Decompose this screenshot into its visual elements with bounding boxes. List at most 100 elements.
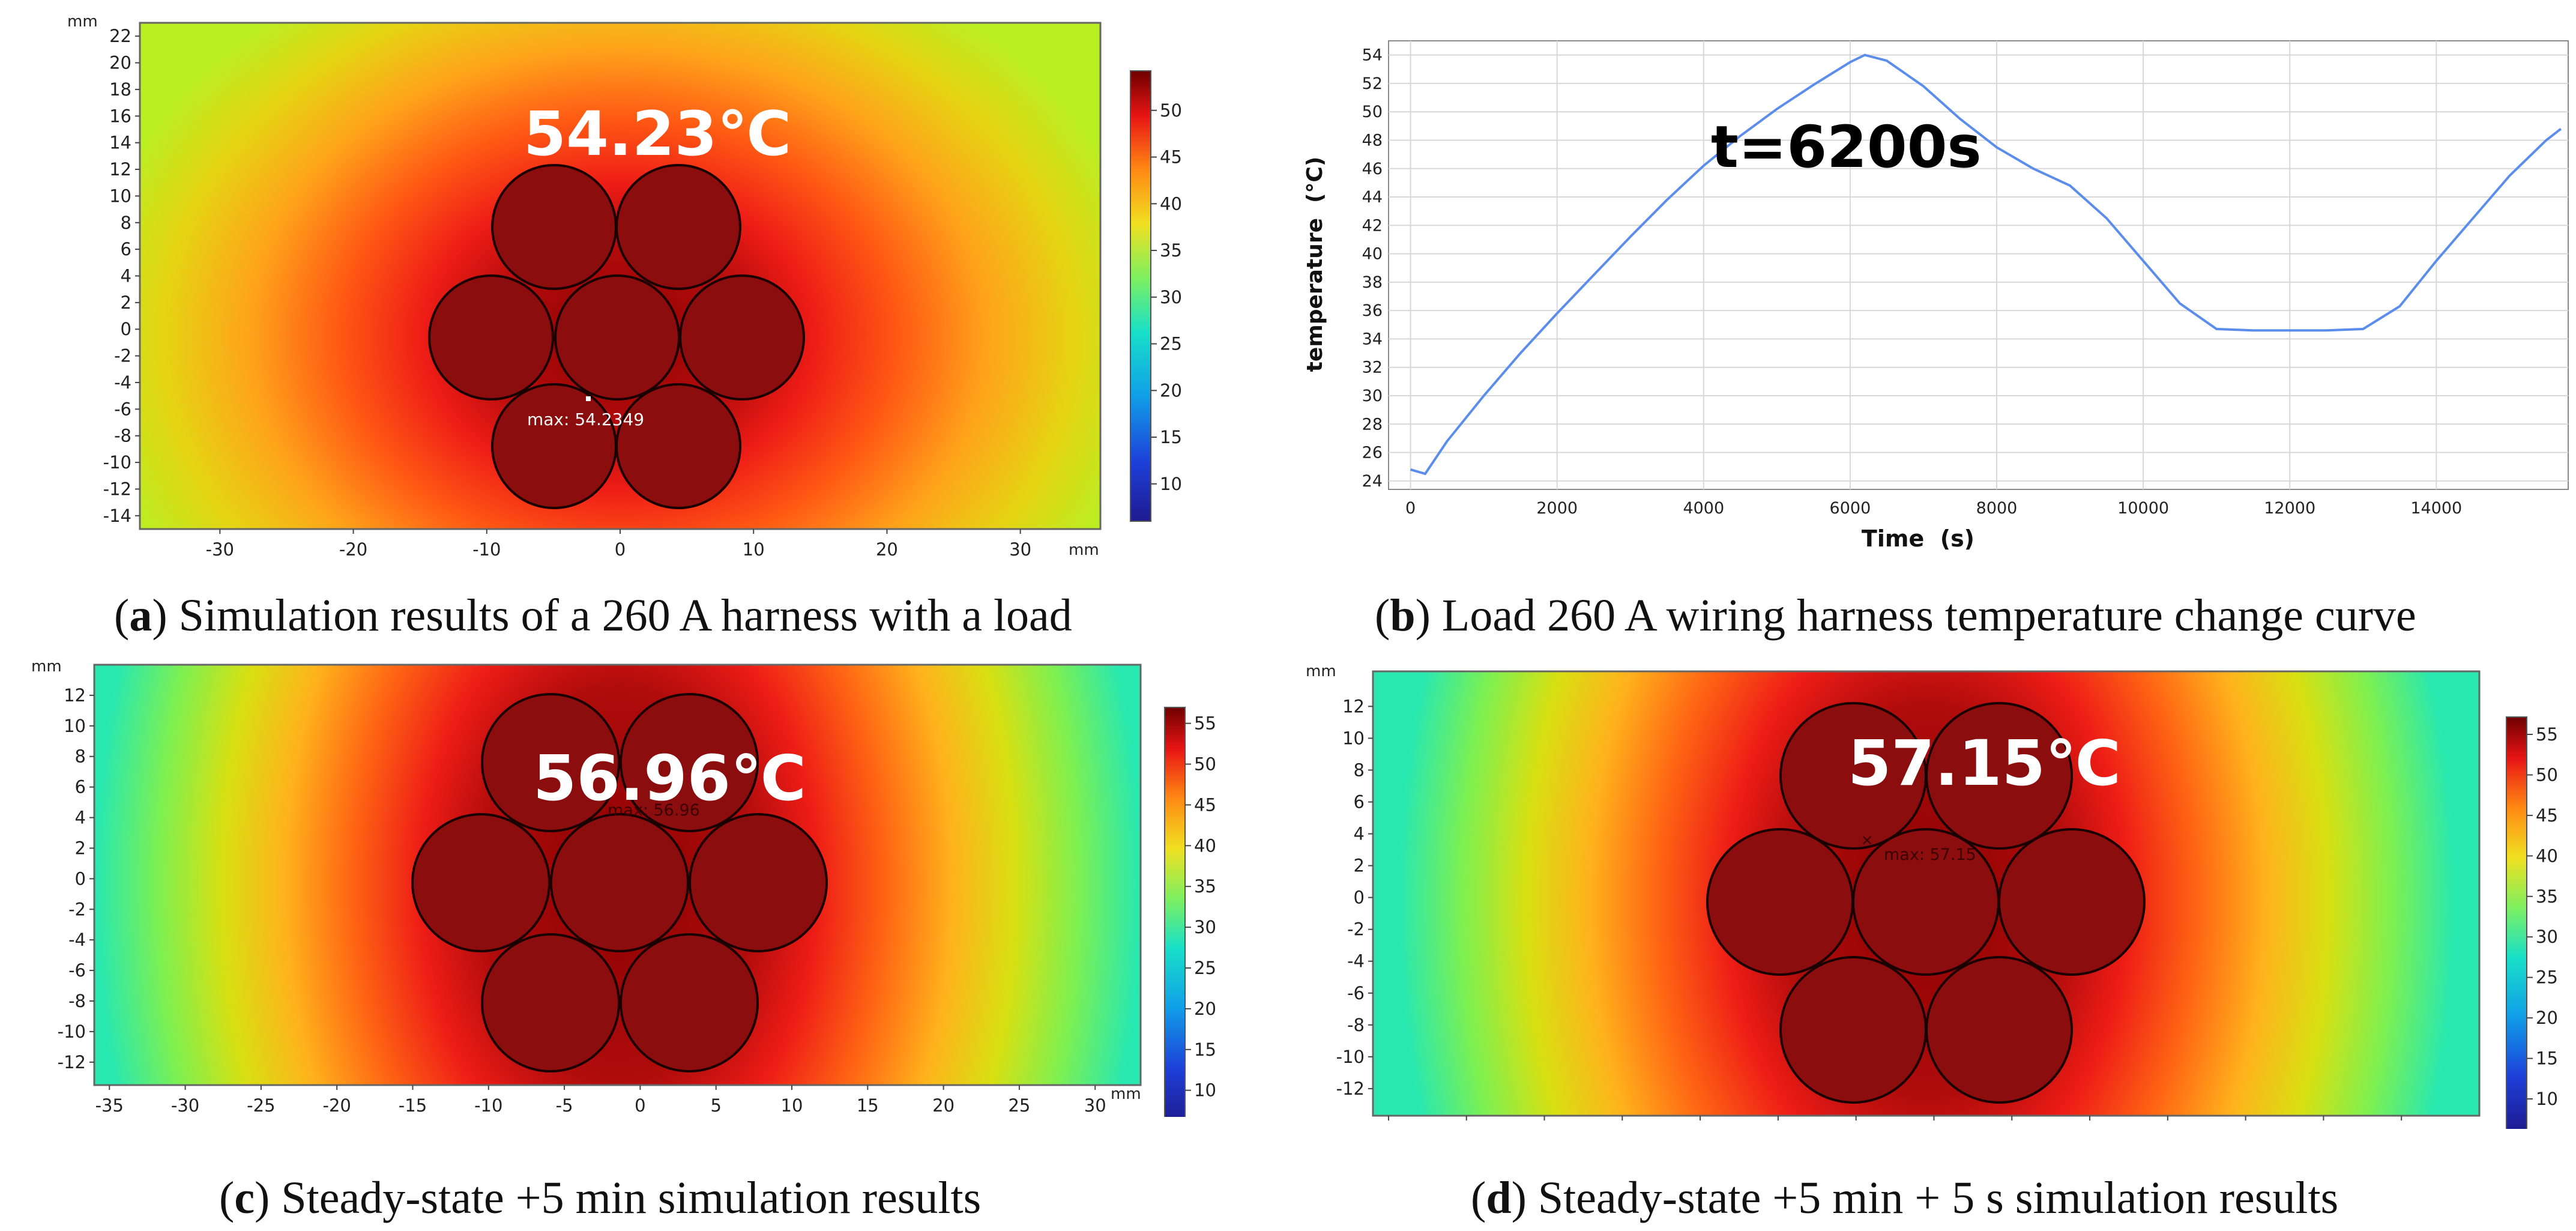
- x-tick-label: -25: [1530, 1126, 1558, 1129]
- x-tick-label: 8000: [1976, 499, 2018, 518]
- y-tick-label: 18: [109, 79, 131, 100]
- x-axis-label: Time (s): [1862, 525, 1974, 552]
- caption-d: (d) Steady-state +5 min + 5 s simulation…: [1471, 1173, 2339, 1223]
- conductor: [481, 693, 620, 832]
- colorbar-tick-label: 25: [1160, 334, 1182, 354]
- x-tick-label: -30: [206, 539, 234, 560]
- peak-temperature-label: 54.23℃: [523, 98, 791, 170]
- colorbar-ticks: 55 50 45 40 35 30 25 20 15 10: [1185, 713, 1216, 1101]
- x-tick-label: -30: [171, 1095, 199, 1116]
- y-tick-label: 44: [1362, 188, 1383, 207]
- max-marker: [586, 396, 591, 401]
- y-unit-label: mm: [1306, 662, 1336, 680]
- colorbar-tick-label: 35: [1194, 876, 1216, 897]
- y-tick-label: -4: [68, 930, 86, 950]
- colorbar-tick-label: 45: [1194, 794, 1216, 815]
- y-tick-label: 12: [1342, 696, 1365, 716]
- y-tick-label: -6: [1347, 983, 1365, 1003]
- conductor: [491, 164, 617, 290]
- conductor-bundle: [411, 693, 828, 1072]
- colorbar-tick-label: 40: [1160, 193, 1182, 214]
- conductor: [1779, 956, 1927, 1104]
- colorbar-tick-label: 50: [2536, 764, 2558, 785]
- colorbar-tick-label: 50: [1194, 754, 1216, 775]
- x-tick-label: -20: [322, 1095, 351, 1116]
- x-tick-label: 0: [615, 539, 626, 560]
- y-axis-label: temperature (°C): [1303, 157, 1327, 372]
- conductor: [1925, 702, 2073, 850]
- y-tick-label: 50: [1362, 103, 1383, 121]
- caption-letter: b: [1390, 590, 1416, 641]
- y-tick-label: 4: [75, 808, 86, 828]
- colorbar-ticks: 50 45 40 35 30 25 20 15 10: [1151, 100, 1182, 494]
- caption-text: Steady-state +5 min + 5 s simulation res…: [1537, 1173, 2339, 1223]
- y-tick-label: -14: [103, 506, 131, 526]
- conductor: [411, 813, 550, 952]
- panel-c-heatmap: max: 56.96 56.96℃ mm mm 121086420-2-4-6-…: [31, 658, 1216, 1117]
- y-axis: 12 10 8 6 4 2 0 -2 -4 -6 -8 -10 -12: [1336, 696, 1373, 1099]
- y-unit-label: mm: [67, 13, 98, 31]
- x-tick-label: 14000: [2410, 499, 2462, 518]
- colorbar-tick-label: 50: [1160, 100, 1182, 121]
- colorbar-tick-label: 55: [2536, 724, 2558, 745]
- y-tick-label: 8: [121, 213, 131, 233]
- x-tick-label: 10: [2079, 1126, 2101, 1129]
- y-tick-label: 4: [1354, 824, 1365, 844]
- y-tick-label: -10: [103, 452, 131, 473]
- y-tick-label: -6: [68, 960, 86, 981]
- x-unit-label: mm: [1111, 1085, 1141, 1103]
- y-tick-label: 42: [1362, 216, 1383, 235]
- colorbar-tick-label: 20: [1194, 999, 1216, 1019]
- x-tick-label: 12000: [2264, 499, 2315, 518]
- panel-d-heatmap: ✕ max: 57.15 57.15℃ mm mm 121086420-2-4-…: [1306, 662, 2558, 1129]
- x-tick-label: -35: [1374, 1126, 1402, 1129]
- y-tick-label: 36: [1362, 301, 1383, 320]
- x-tick-label: 4000: [1683, 499, 1724, 518]
- conductor-bundle: [1706, 702, 2146, 1104]
- y-tick-label: 0: [75, 868, 86, 889]
- colorbar-ticks: 55 50 45 40 35 30 25 20 15 10: [2527, 724, 2558, 1109]
- x-tick-label: -10: [474, 1095, 502, 1116]
- y-tick-label: 0: [1354, 888, 1365, 908]
- conductor: [1706, 828, 1854, 976]
- x-tick-label: -20: [1608, 1126, 1636, 1129]
- y-tick-label: -4: [1347, 951, 1365, 972]
- y-tick-label: -10: [58, 1021, 86, 1042]
- conductor-bundle: [428, 164, 805, 509]
- x-tick-label: 5: [710, 1095, 721, 1116]
- x-tick-label: -10: [472, 539, 501, 560]
- conductor: [481, 933, 620, 1072]
- conductor: [615, 383, 741, 509]
- y-tick-label: 38: [1362, 273, 1383, 292]
- time-annotation: t=6200s: [1711, 113, 1982, 181]
- y-tick-label: -10: [1336, 1047, 1365, 1067]
- colorbar-tick-label: 10: [1160, 474, 1182, 494]
- x-tick-label: 30: [2390, 1126, 2413, 1129]
- y-tick-label: 6: [121, 239, 131, 259]
- y-tick-label: 46: [1362, 160, 1383, 178]
- caption-text: Steady-state +5 min simulation results: [281, 1173, 982, 1223]
- x-tick-label: 20: [2234, 1126, 2257, 1129]
- peak-temperature-label: 56.96℃: [533, 742, 806, 815]
- y-tick-label: 26: [1362, 444, 1383, 462]
- y-tick-label: 40: [1362, 245, 1383, 264]
- conductor: [491, 383, 617, 509]
- y-tick-label: 24: [1362, 472, 1383, 491]
- x-tick-label: 10: [781, 1095, 803, 1116]
- temperature-series-line: [1410, 53, 2562, 476]
- max-label: max: 54.2349: [527, 410, 644, 429]
- colorbar-tick-label: 40: [1194, 835, 1216, 856]
- y-tick-label: -2: [1347, 919, 1365, 940]
- y-tick-label: 28: [1362, 415, 1383, 434]
- panel-b-line-chart: 54 52 50 48 46 44 42 40 38 36 34 32 30 28 26 24 0 2000 40…: [1303, 40, 2569, 552]
- y-tick-label: -8: [1347, 1015, 1365, 1035]
- y-tick-label: 48: [1362, 131, 1383, 150]
- y-tick-label: 52: [1362, 74, 1383, 93]
- caption-text: Load 260 A wiring harness temperature ch…: [1441, 590, 2416, 641]
- y-tick-label: 10: [109, 186, 131, 206]
- max-marker: ✕: [1861, 832, 1873, 849]
- x-tick-label: -5: [1847, 1126, 1865, 1129]
- x-tick-label: 15: [2156, 1126, 2179, 1129]
- y-tick-label: 20: [109, 53, 131, 73]
- y-tick-label: 10: [1342, 728, 1365, 748]
